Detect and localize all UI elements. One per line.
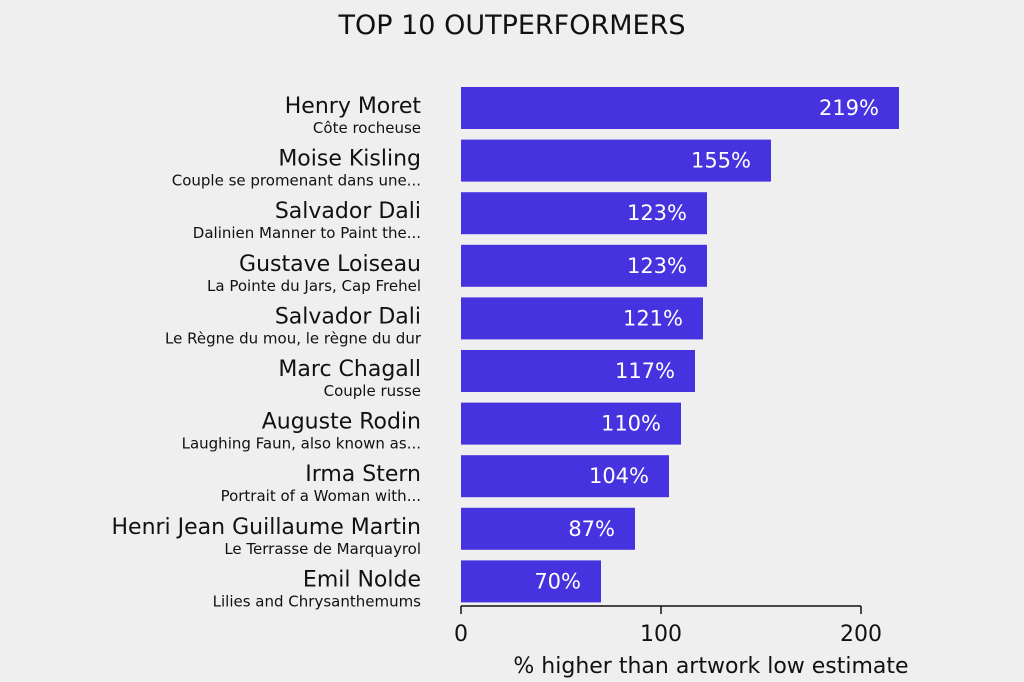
artwork-label: Le Terrasse de Marquayrol [224,540,421,558]
bar-value-label: 110% [601,412,661,436]
artwork-label: Côte rocheuse [313,119,421,137]
artwork-label: La Pointe du Jars, Cap Frehel [207,277,421,295]
artist-label: Salvador Dali [275,304,421,329]
artwork-label: Couple se promenant dans une... [172,172,421,190]
x-axis: 0 100 200 [454,605,882,647]
artist-label: Henry Moret [285,94,422,119]
x-tick-label: 100 [640,622,682,647]
bar-value-label: 219% [819,96,879,120]
bar-value-label: 70% [534,569,581,593]
artist-label: Irma Stern [305,462,421,487]
bar [461,507,635,550]
chart-title: TOP 10 OUTPERFORMERS [338,10,686,41]
artwork-label: Couple russe [324,382,421,400]
artist-label: Henri Jean Guillaume Martin [111,515,421,540]
bar-value-label: 121% [623,306,683,330]
bar [461,244,707,287]
bar-value-label: 123% [627,254,687,278]
bar [461,455,669,498]
bar-value-label: 87% [568,517,615,541]
artwork-label: Le Règne du mou, le règne du dur [165,329,422,347]
artist-label: Salvador Dali [275,199,421,224]
x-tick-label: 0 [454,622,468,647]
bar [461,87,899,129]
bar-value-label: 155% [691,149,751,173]
artist-label: Gustave Loiseau [239,252,421,277]
bars-group: 219% 155% 123% 123% 121% 117% 110% 104% 87% 70% [461,87,899,603]
bar [461,350,695,392]
bar [461,297,703,340]
artwork-label: Portrait of a Woman with... [221,487,421,505]
artist-label: Emil Nolde [303,567,421,592]
artwork-label: Lilies and Chrysanthemums [213,592,422,610]
artwork-label: Laughing Faun, also known as... [182,435,421,453]
bar [461,139,771,182]
bar-value-label: 104% [589,464,649,488]
bar [461,560,601,603]
bar-value-label: 123% [627,201,687,225]
artist-label: Marc Chagall [278,357,421,382]
x-tick-label: 200 [840,622,882,647]
artist-label: Auguste Rodin [262,410,421,435]
artwork-label: Dalinien Manner to Paint the... [193,224,421,242]
artist-label: Moise Kisling [278,147,421,172]
bar [461,192,707,235]
x-axis-title: % higher than artwork low estimate [513,654,908,679]
bar-value-label: 117% [615,359,675,383]
bar [461,402,681,445]
